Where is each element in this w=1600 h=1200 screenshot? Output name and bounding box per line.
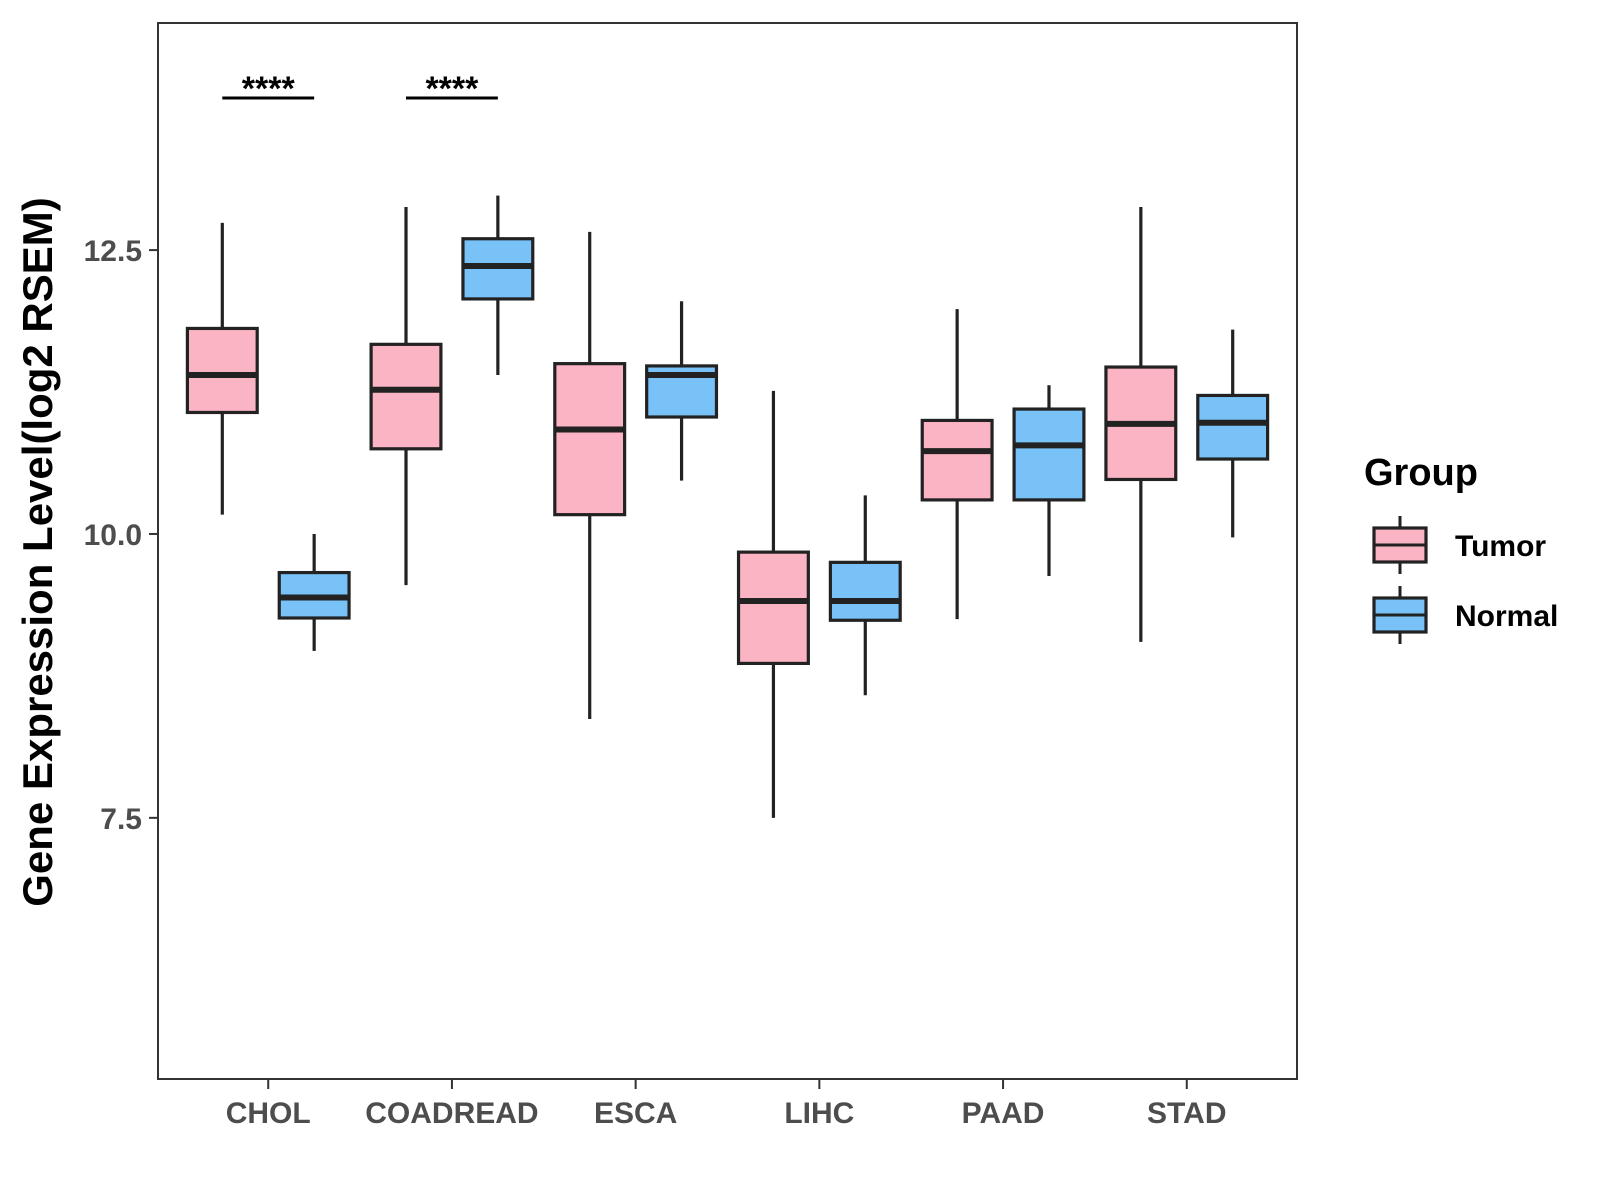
- x-tick-label-paad: PAAD: [962, 1097, 1045, 1130]
- x-tick-label-coadread: COADREAD: [365, 1097, 538, 1130]
- x-tick-label-lihc: LIHC: [784, 1097, 854, 1130]
- significance-label: ****: [242, 70, 296, 108]
- y-tick-label: 12.5: [84, 235, 142, 268]
- box-iqr: [553, 362, 627, 517]
- legend-item-tumor: Tumor: [1372, 516, 1546, 574]
- box-iqr: [828, 560, 902, 622]
- significance-annotations: **** ****: [222, 70, 498, 108]
- significance-label: ****: [425, 70, 479, 108]
- x-tick-label-chol: CHOL: [226, 1097, 311, 1130]
- box-tumor-paad: [920, 309, 994, 620]
- box-iqr: [736, 550, 810, 666]
- legend: Group Tumor Normal: [1364, 452, 1558, 644]
- box-iqr: [1012, 407, 1086, 502]
- y-axis: 7.5 10.0 12.5: [84, 235, 158, 836]
- box-iqr: [369, 342, 443, 451]
- box-tumor-chol: [185, 222, 259, 515]
- legend-label: Tumor: [1455, 530, 1546, 563]
- legend-item-normal: Normal: [1372, 586, 1558, 644]
- legend-label: Normal: [1455, 600, 1558, 633]
- x-tick-label-esca: ESCA: [594, 1097, 677, 1130]
- y-tick-label: 7.5: [100, 803, 142, 836]
- box-iqr: [1196, 393, 1270, 461]
- box-normal-esca: [645, 301, 719, 481]
- box-normal-paad: [1012, 385, 1086, 576]
- box-tumor-coadread: [369, 206, 443, 586]
- box-normal-chol: [277, 533, 351, 651]
- box-normal-lihc: [828, 495, 902, 696]
- box-iqr: [185, 326, 259, 415]
- box-tumor-esca: [553, 231, 627, 720]
- box-layer: [185, 195, 1270, 818]
- legend-title: Group: [1364, 452, 1478, 494]
- plot-panel-border: [157, 22, 1298, 1080]
- box-normal-coadread: [461, 195, 535, 375]
- box-iqr: [920, 418, 994, 502]
- box-tumor-stad: [1104, 206, 1178, 642]
- x-axis: CHOL COADREAD ESCA LIHC PAAD STAD: [226, 1079, 1227, 1130]
- box-tumor-lihc: [736, 390, 810, 818]
- box-normal-stad: [1196, 329, 1270, 538]
- y-tick-label: 10.0: [84, 519, 142, 552]
- x-tick-label-stad: STAD: [1147, 1097, 1226, 1130]
- y-axis-title: Gene Expression Level(log2 RSEM): [14, 197, 61, 907]
